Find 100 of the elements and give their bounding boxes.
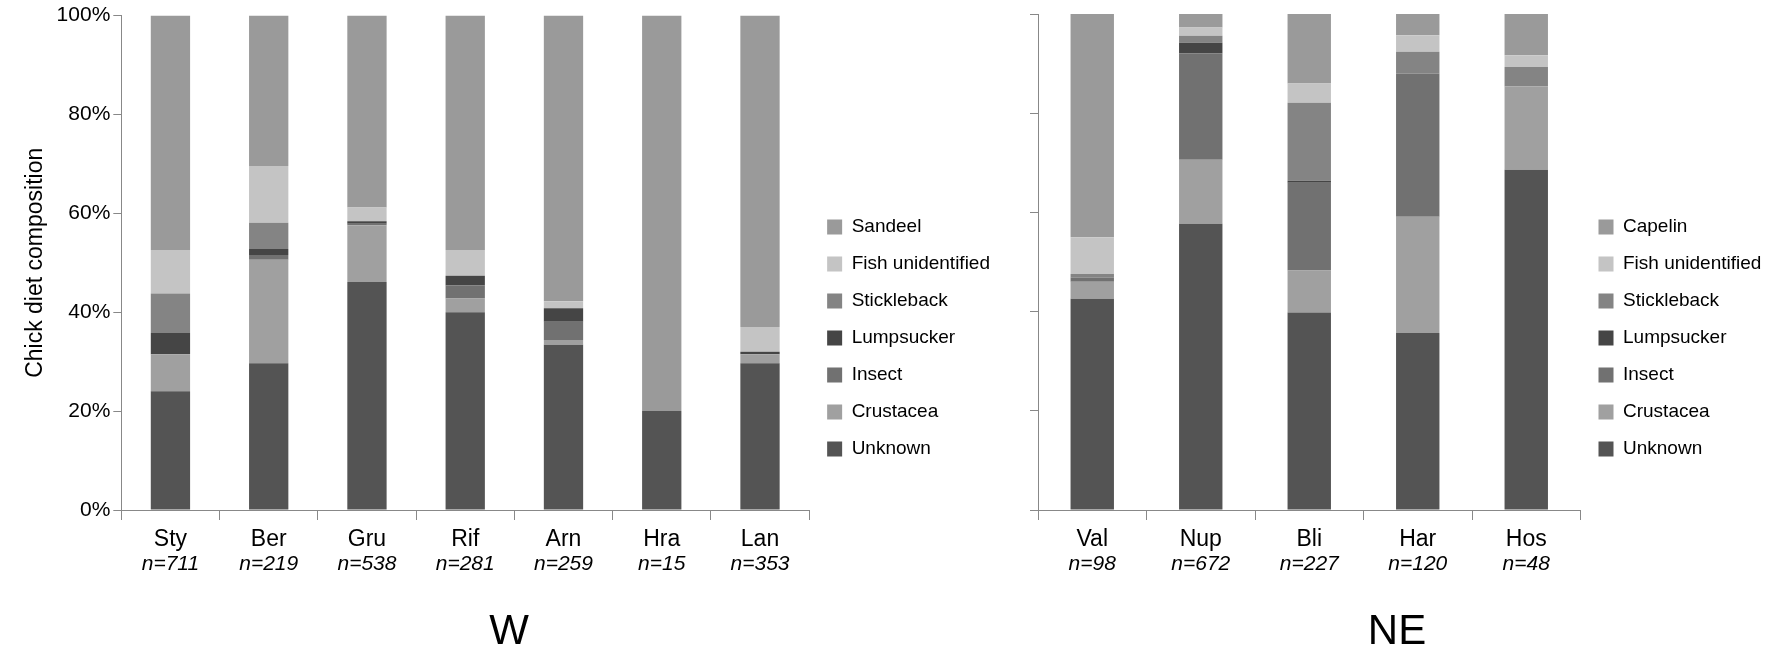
bar	[1287, 14, 1331, 84]
x-tick-label: Har	[1399, 525, 1437, 552]
bar	[1070, 273, 1114, 278]
bar	[1396, 51, 1440, 74]
text: n=672	[1171, 551, 1231, 575]
bar	[150, 354, 191, 392]
text: NE	[1367, 606, 1427, 654]
bar	[1396, 14, 1440, 36]
y-tick-label: 0%	[79, 496, 111, 520]
x-tick-label: Sty	[153, 525, 188, 552]
bar	[642, 15, 682, 412]
y-tick-label: 60%	[68, 200, 111, 224]
bar	[1504, 169, 1548, 510]
x-tick-label: Val	[1076, 525, 1109, 552]
bar	[150, 15, 191, 250]
legend-label: Sandeel	[851, 215, 922, 237]
legend-label: Crustacea	[1623, 400, 1711, 422]
bar	[1287, 182, 1331, 271]
x-tick-label: Nup	[1179, 525, 1222, 552]
bar	[1396, 73, 1440, 217]
text: n=538	[337, 551, 397, 575]
y-tick-label: 80%	[68, 101, 111, 125]
bar	[249, 165, 289, 223]
bar	[1504, 67, 1548, 87]
bar	[1179, 53, 1223, 160]
bar	[249, 363, 289, 510]
text: n=120	[1388, 551, 1448, 575]
bar	[445, 15, 485, 250]
x-tick-label: Hra	[643, 525, 681, 552]
bar	[1179, 14, 1223, 28]
text: n=353	[730, 551, 790, 575]
legend-label: Unknown	[1623, 437, 1703, 459]
legend-label: Stickleback	[1623, 289, 1720, 311]
legend-label: Lumpsucker	[1623, 326, 1728, 348]
x-tick-label: Arn	[545, 525, 582, 552]
bar	[740, 354, 780, 364]
bar	[445, 312, 485, 510]
bar	[1287, 270, 1331, 313]
y-tick-label: 40%	[68, 299, 111, 323]
bar	[1179, 159, 1223, 224]
bar	[150, 293, 191, 334]
bar	[1287, 312, 1331, 510]
bar	[445, 298, 485, 313]
bar	[543, 339, 584, 345]
bar	[1179, 27, 1223, 36]
bar	[347, 225, 387, 283]
legend-label: Fish unidentified	[1623, 252, 1762, 274]
bar	[249, 254, 289, 260]
x-tick-label: Bli	[1296, 525, 1323, 552]
legend-label: Insect	[851, 363, 904, 385]
bar	[1287, 83, 1331, 103]
text: n=227	[1279, 551, 1341, 575]
bar	[1504, 14, 1548, 56]
bar	[347, 207, 387, 222]
legend-label: Insect	[1623, 363, 1675, 385]
bar	[249, 259, 289, 364]
bar	[1070, 298, 1114, 510]
x-tick-label: Hos	[1505, 525, 1547, 552]
text: n=48	[1502, 551, 1551, 575]
bar	[1396, 216, 1440, 333]
bar	[249, 248, 289, 255]
bar	[249, 222, 289, 249]
bar	[1179, 223, 1223, 510]
legend-label: Crustacea	[851, 400, 939, 422]
bar	[150, 333, 191, 355]
legend-label: Capelin	[1623, 215, 1688, 237]
bar	[347, 15, 387, 208]
x-tick-label: Rif	[451, 525, 480, 552]
bar	[740, 327, 780, 352]
bar	[543, 344, 584, 510]
bar	[1504, 55, 1548, 68]
bar	[543, 308, 584, 322]
text: n=15	[638, 551, 686, 575]
bar	[445, 285, 485, 299]
bar	[445, 275, 485, 286]
bar	[1396, 35, 1440, 52]
bar	[249, 15, 289, 166]
bar	[543, 301, 584, 309]
bar	[445, 249, 485, 276]
bar	[1070, 277, 1114, 282]
legend-label: Lumpsucker	[851, 326, 956, 348]
legend-label: Unknown	[851, 437, 931, 459]
text: n=98	[1068, 551, 1117, 575]
bar	[642, 411, 682, 510]
bar	[543, 321, 584, 340]
text: n=219	[239, 551, 299, 575]
text: n=259	[533, 551, 594, 575]
bar	[543, 15, 584, 302]
x-tick-label: Ber	[250, 525, 287, 552]
y-axis-title: Chick diet composition	[21, 147, 48, 378]
bar	[150, 249, 191, 294]
x-tick-label: Gru	[347, 525, 387, 552]
legend-label: Stickleback	[851, 289, 949, 311]
bar	[1504, 86, 1548, 170]
bar	[1179, 42, 1223, 54]
bar	[1396, 332, 1440, 510]
bar	[1070, 281, 1114, 299]
text: W	[489, 606, 530, 654]
bar	[1179, 35, 1223, 43]
bar	[740, 363, 780, 510]
